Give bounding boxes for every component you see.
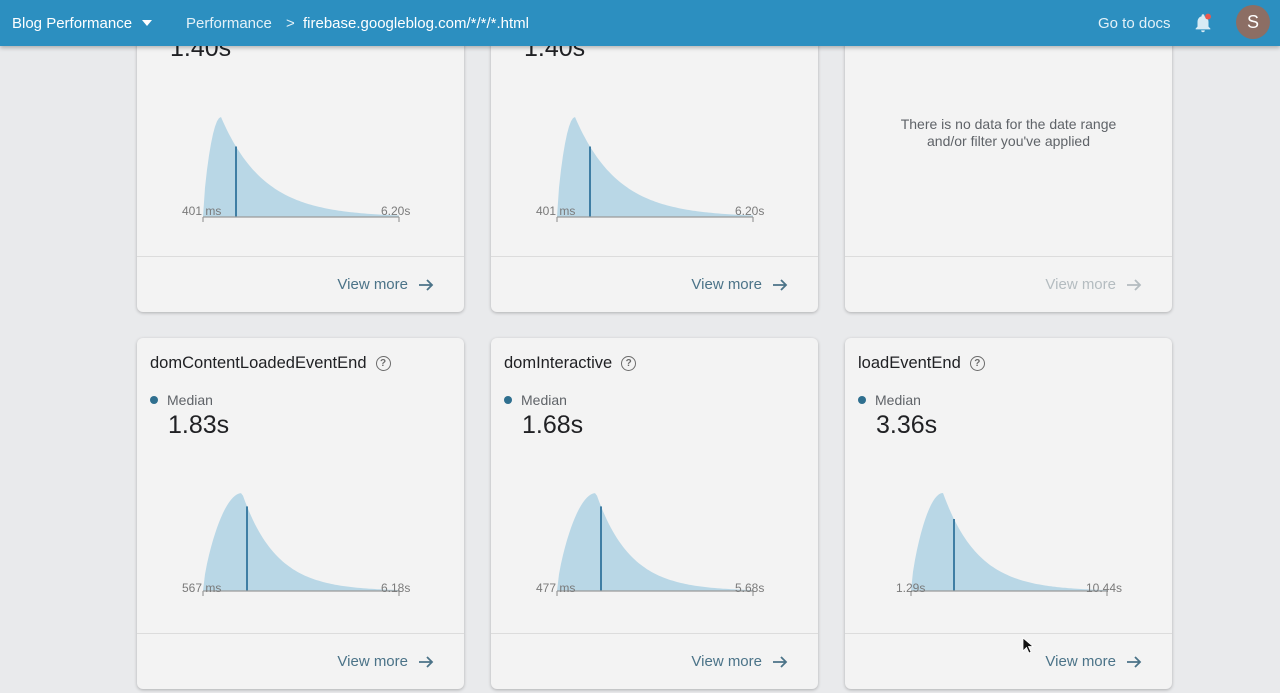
view-more-button[interactable]: View more xyxy=(691,653,788,670)
card-title-text: domContentLoadedEventEnd xyxy=(150,354,367,372)
metric-card-dom-content-loaded: domContentLoadedEventEnd ? Median 1.83s … xyxy=(137,338,464,689)
axis-min-label: 1.29s xyxy=(896,581,926,595)
project-name: Blog Performance xyxy=(12,14,133,32)
dropdown-caret-icon xyxy=(142,20,153,26)
distribution-area xyxy=(911,493,1107,591)
arrow-right-icon xyxy=(773,655,788,668)
view-more-button-disabled: View more xyxy=(1045,276,1142,293)
median-dot-icon xyxy=(150,396,158,404)
arrow-right-icon xyxy=(1127,655,1142,668)
distribution-area xyxy=(557,117,753,217)
axis-min-label: 477 ms xyxy=(536,581,576,595)
top-app-bar: Blog Performance Performance > firebase.… xyxy=(0,0,1280,46)
arrow-right-icon xyxy=(419,278,434,291)
card-title-text: domInteractive xyxy=(504,354,613,372)
arrow-right-icon xyxy=(419,655,434,668)
distribution-area xyxy=(203,493,399,591)
median-label: Median xyxy=(167,392,213,408)
view-more-button[interactable]: View more xyxy=(337,276,434,293)
median-legend: Median xyxy=(504,392,567,408)
go-to-docs-link[interactable]: Go to docs xyxy=(1098,14,1171,32)
card-title: domContentLoadedEventEnd ? xyxy=(150,354,391,373)
view-more-label: View more xyxy=(1045,276,1116,293)
median-value: 1.83s xyxy=(168,411,230,439)
median-dot-icon xyxy=(504,396,512,404)
axis-max-label: 10.44s xyxy=(1086,581,1123,595)
breadcrumb-separator-icon: > xyxy=(286,14,295,32)
distribution-chart xyxy=(202,493,400,596)
metric-card-load-event-end: loadEventEnd ? Median 3.36s 1.29s 10.44s… xyxy=(845,338,1172,689)
median-legend: Median xyxy=(150,392,213,408)
card-footer: View more xyxy=(845,633,1172,689)
card-footer: View more xyxy=(137,633,464,689)
median-label: Median xyxy=(521,392,567,408)
user-avatar[interactable]: S xyxy=(1236,5,1270,39)
distribution-chart xyxy=(202,117,400,222)
view-more-label: View more xyxy=(337,276,408,293)
help-icon[interactable]: ? xyxy=(969,356,985,371)
view-more-label: View more xyxy=(691,276,762,293)
axis-max-label: 6.20s xyxy=(381,204,411,218)
view-more-button[interactable]: View more xyxy=(337,653,434,670)
view-more-label: View more xyxy=(337,653,408,670)
notifications-bell-icon[interactable] xyxy=(1192,0,1214,46)
no-data-line-1: There is no data for the date range xyxy=(900,116,1117,132)
distribution-chart xyxy=(556,117,754,222)
card-footer: View more xyxy=(845,256,1172,312)
card-title: domInteractive ? xyxy=(504,354,637,373)
arrow-right-icon xyxy=(773,278,788,291)
card-footer: View more xyxy=(491,256,818,312)
card-title: loadEventEnd ? xyxy=(858,354,985,373)
card-title-text: loadEventEnd xyxy=(858,354,961,372)
axis-max-label: 6.18s xyxy=(381,581,411,595)
view-more-button[interactable]: View more xyxy=(691,276,788,293)
axis-max-label: 6.20s xyxy=(735,204,765,218)
axis-min-label: 401 ms xyxy=(182,204,222,218)
help-icon[interactable]: ? xyxy=(621,356,637,371)
median-value: 1.68s xyxy=(522,411,584,439)
arrow-right-icon xyxy=(1127,278,1142,291)
metric-card-top-right: There is no data for the date range and/… xyxy=(845,20,1172,312)
distribution-chart xyxy=(910,493,1108,596)
no-data-message: There is no data for the date range and/… xyxy=(845,116,1172,150)
median-legend: Median xyxy=(858,392,921,408)
metric-card-top-middle: 1.40s 401 ms 6.20s View more xyxy=(491,20,818,312)
mouse-cursor-icon xyxy=(1022,637,1034,654)
median-value: 3.36s xyxy=(876,411,938,439)
metric-card-top-left: 1.40s 401 ms 6.20s View more xyxy=(137,20,464,312)
breadcrumb-performance[interactable]: Performance xyxy=(186,14,272,32)
help-icon[interactable]: ? xyxy=(375,356,391,371)
distribution-area xyxy=(557,493,753,591)
metric-card-dom-interactive: domInteractive ? Median 1.68s 477 ms 5.6… xyxy=(491,338,818,689)
breadcrumb-url-pattern: firebase.googleblog.com/*/*/*.html xyxy=(303,14,529,32)
axis-max-label: 5.68s xyxy=(735,581,765,595)
card-footer: View more xyxy=(137,256,464,312)
axis-min-label: 567 ms xyxy=(182,581,222,595)
project-selector[interactable]: Blog Performance xyxy=(12,0,153,46)
axis-min-label: 401 ms xyxy=(536,204,576,218)
distribution-chart xyxy=(556,493,754,596)
view-more-label: View more xyxy=(691,653,762,670)
view-more-button[interactable]: View more xyxy=(1045,653,1142,670)
no-data-line-2: and/or filter you've applied xyxy=(927,133,1090,149)
distribution-area xyxy=(203,117,399,217)
view-more-label: View more xyxy=(1045,653,1116,670)
median-label: Median xyxy=(875,392,921,408)
median-dot-icon xyxy=(858,396,866,404)
card-footer: View more xyxy=(491,633,818,689)
